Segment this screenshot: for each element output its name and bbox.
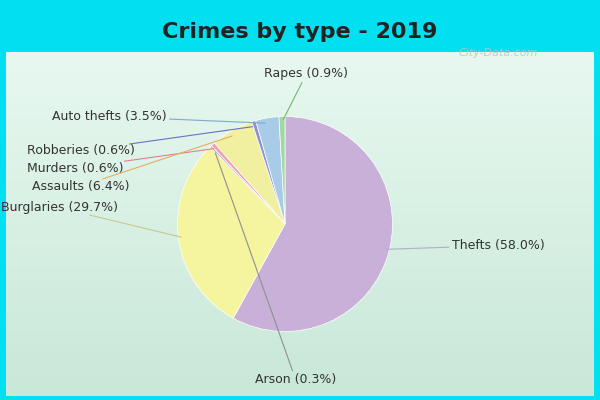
Wedge shape xyxy=(210,146,285,224)
Wedge shape xyxy=(211,143,285,224)
Text: Assaults (6.4%): Assaults (6.4%) xyxy=(32,136,232,193)
Wedge shape xyxy=(178,147,285,318)
Wedge shape xyxy=(252,120,285,224)
Text: Arson (0.3%): Arson (0.3%) xyxy=(215,153,337,386)
Text: Auto thefts (3.5%): Auto thefts (3.5%) xyxy=(52,110,265,123)
Text: Rapes (0.9%): Rapes (0.9%) xyxy=(265,67,349,120)
Text: Robberies (0.6%): Robberies (0.6%) xyxy=(26,127,253,157)
Text: City-Data.com: City-Data.com xyxy=(458,48,538,58)
Wedge shape xyxy=(233,116,392,332)
Text: Murders (0.6%): Murders (0.6%) xyxy=(27,149,214,174)
Text: Burglaries (29.7%): Burglaries (29.7%) xyxy=(1,201,181,237)
Text: Thefts (58.0%): Thefts (58.0%) xyxy=(386,239,544,252)
Wedge shape xyxy=(279,116,285,224)
Wedge shape xyxy=(214,122,285,224)
Text: Crimes by type - 2019: Crimes by type - 2019 xyxy=(163,22,437,42)
Wedge shape xyxy=(256,117,285,224)
